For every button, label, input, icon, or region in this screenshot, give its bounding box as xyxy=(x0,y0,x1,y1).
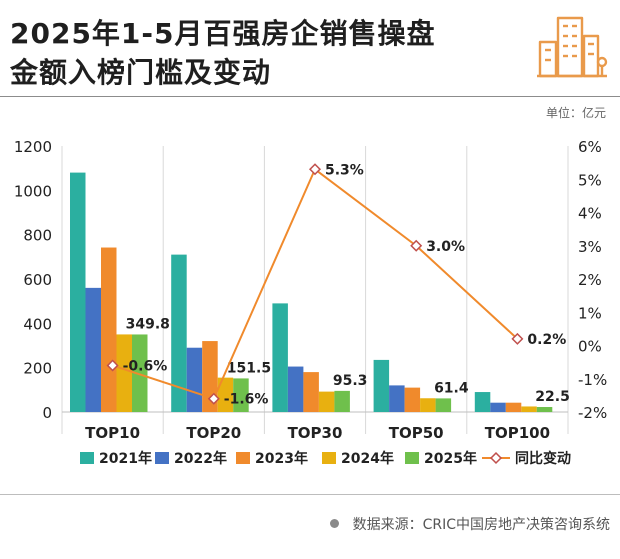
yoy-marker xyxy=(410,239,423,252)
bar-2024年-TOP100 xyxy=(521,406,537,412)
bar-2021年-TOP20 xyxy=(171,254,187,412)
yoy-value-label: 3.0% xyxy=(426,239,465,255)
x-tick-label: TOP50 xyxy=(389,424,444,442)
yoy-value-label: -1.6% xyxy=(224,392,269,408)
bar-2024年-TOP10 xyxy=(116,334,132,412)
legend-label: 2023年 xyxy=(255,450,308,467)
page-title-line-2: 金额入榜门槛及变动 xyxy=(10,56,272,89)
legend-label: 2022年 xyxy=(174,450,227,467)
yoy-marker xyxy=(207,392,220,405)
bar-value-label: 151.5 xyxy=(227,360,271,376)
yoy-value-label: 5.3% xyxy=(325,162,364,178)
bar-2021年-TOP10 xyxy=(70,172,86,412)
yoy-value-label: 0.2% xyxy=(527,332,566,348)
bar-2025年-TOP20 xyxy=(233,378,249,412)
y-tick-label-right: 5% xyxy=(578,171,602,189)
legend-swatch xyxy=(236,452,250,464)
yoy-marker xyxy=(308,163,322,176)
bar-value-label: 61.4 xyxy=(434,380,469,396)
y-tick-label-left: 0 xyxy=(42,404,52,422)
data-source: 数据来源：CRIC中国房地产决策咨询系统 xyxy=(352,517,610,533)
y-tick-label-right: 4% xyxy=(578,205,602,223)
bar-2023年-TOP100 xyxy=(505,402,522,412)
y-tick-label-left: 1200 xyxy=(14,138,52,156)
y-tick-label-left: 200 xyxy=(23,360,52,378)
yoy-line: -0.6% -1.6% 5.3% 3.0% 0.2% xyxy=(106,162,566,408)
header-divider xyxy=(0,96,620,97)
yoy-value-label: -0.6% xyxy=(123,358,168,374)
chart: 0 200 400 600 800 1000 1200 -2% -1% 0% 1% 2% 3% 4% 5%… xyxy=(14,138,607,467)
x-axis: TOP10 TOP20 TOP30 TOP50 TOP100 xyxy=(85,424,550,442)
legend-swatch xyxy=(155,452,169,464)
legend-label: 2025年 xyxy=(424,450,477,467)
footer-divider xyxy=(0,494,620,495)
bar-2025年-TOP100 xyxy=(536,407,553,412)
bar-value-label: 349.8 xyxy=(126,316,170,332)
y-tick-label-right: -1% xyxy=(578,371,607,389)
bar-value-label: 95.3 xyxy=(333,373,368,389)
yoy-marker xyxy=(106,359,119,372)
page-title-line-1: 2025年1-5月百强房企销售操盘 xyxy=(10,17,436,50)
y-tick-label-right: 0% xyxy=(578,338,602,356)
bar-2024年-TOP20 xyxy=(217,377,234,412)
legend-marker xyxy=(489,451,503,465)
bullet-dot-icon xyxy=(329,519,339,528)
x-tick-label: TOP20 xyxy=(186,424,241,442)
bar-2023年-TOP30 xyxy=(303,372,319,412)
bar-2025年-TOP50 xyxy=(435,398,452,412)
x-tick-label: TOP100 xyxy=(485,424,550,442)
bar-value-label: 22.5 xyxy=(535,389,570,405)
bar-2025年-TOP30 xyxy=(334,390,350,412)
bar-2021年-TOP50 xyxy=(373,359,390,412)
y-tick-label-left: 400 xyxy=(23,315,52,333)
x-tick-label: TOP30 xyxy=(288,424,343,442)
bar-value-labels: 349.8 151.5 95.3 61.4 22.5 xyxy=(126,316,570,405)
bar-2025年-TOP10 xyxy=(132,334,148,412)
y-tick-label-right: 2% xyxy=(578,271,602,289)
legend-label: 2024年 xyxy=(341,450,394,467)
y-tick-label-right: 6% xyxy=(578,138,602,156)
y-tick-label-left: 1000 xyxy=(14,182,52,200)
bar-2024年-TOP50 xyxy=(420,398,436,412)
y-tick-label-left: 600 xyxy=(23,271,52,289)
header: 2025年1-5月百强房企销售操盘 金额入榜门槛及变动 xyxy=(0,0,620,95)
y-tick-label-right: -2% xyxy=(578,404,607,422)
bar-2023年-TOP10 xyxy=(101,247,117,412)
bar-2021年-TOP30 xyxy=(272,303,288,412)
yoy-marker xyxy=(511,332,524,345)
y-tick-label-right: 3% xyxy=(578,238,602,256)
y-tick-label-right: 1% xyxy=(578,304,602,322)
legend: 2021年 2022年 2023年 2024年 2025年 同比变动 xyxy=(80,450,571,467)
y-tick-label-left: 800 xyxy=(23,227,52,245)
bar-2022年-TOP20 xyxy=(186,347,203,412)
legend-swatch xyxy=(322,452,336,464)
legend-swatch xyxy=(405,452,419,464)
y-axis-left: 0 200 400 600 800 1000 1200 xyxy=(14,138,52,422)
footer: 数据来源：CRIC中国房地产决策咨询系统 xyxy=(329,514,610,534)
x-tick-label: TOP10 xyxy=(85,424,140,442)
legend-label: 同比变动 xyxy=(515,450,571,467)
unit-label: 单位：亿元 xyxy=(545,106,606,120)
city-buildings-icon xyxy=(537,16,608,78)
bar-2022年-TOP30 xyxy=(287,366,304,412)
legend-swatch xyxy=(80,452,94,464)
bar-2022年-TOP100 xyxy=(490,402,506,412)
bar-2023年-TOP50 xyxy=(404,387,421,412)
bar-2022年-TOP50 xyxy=(389,385,405,412)
legend-label: 2021年 xyxy=(99,450,152,467)
bar-2022年-TOP10 xyxy=(85,287,101,412)
y-axis-right: -2% -1% 0% 1% 2% 3% 4% 5% 6% xyxy=(578,138,607,422)
bar-2024年-TOP30 xyxy=(318,391,335,412)
bar-2021年-TOP100 xyxy=(474,392,491,412)
